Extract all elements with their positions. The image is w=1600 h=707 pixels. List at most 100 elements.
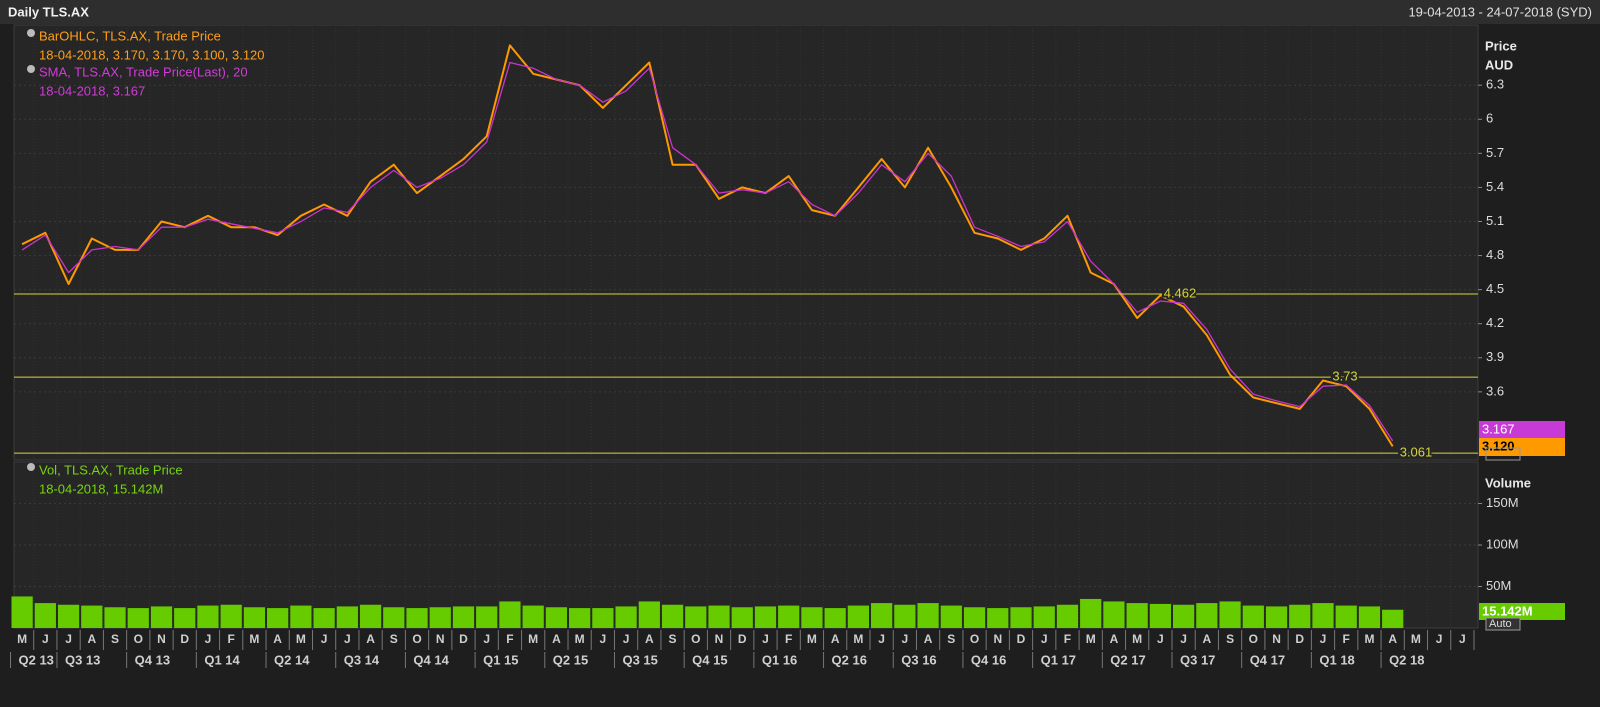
volume-bar [11,596,33,628]
volume-bar [522,605,544,628]
legend-sma-values: 18-04-2018, 3.167 [39,83,145,98]
quarter-label: Q2 14 [274,652,310,667]
x-tick-label: M [17,632,27,646]
legend-icon [27,463,35,471]
volume-bar [940,605,962,628]
y-tick-label: 5.4 [1486,179,1504,194]
x-tick-label: J [623,632,630,646]
x-tick-label: J [1320,632,1327,646]
y-tick-label: 6 [1486,111,1493,126]
price-pane [13,24,1479,461]
volume-bar [847,605,870,628]
volume-bar [1382,609,1404,628]
quarter-label: Q4 17 [1250,652,1285,667]
volume-bar [406,608,428,628]
x-tick-label: A [366,632,375,646]
x-tick-label: A [1203,632,1212,646]
x-tick-label: D [459,632,468,646]
volume-bar [685,606,707,628]
price-axis-title: Price [1485,38,1517,53]
x-tick-label: O [1249,632,1258,646]
volume-bar [1196,603,1218,628]
x-tick-label: N [715,632,724,646]
volume-bar [871,603,893,628]
volume-bar [1126,603,1148,628]
x-tick-label: A [831,632,840,646]
quarter-label: Q1 15 [483,652,518,667]
quarter-label: Q3 16 [901,652,936,667]
sma-badge [1479,421,1565,438]
x-tick-label: J [902,632,909,646]
volume-bar [1242,605,1264,628]
volume-bar [1358,606,1381,628]
volume-bar [313,608,335,628]
x-tick-label: O [412,632,421,646]
volume-bar [383,607,405,628]
date-range: 19-04-2013 - 24-07-2018 (SYD) [1408,4,1592,19]
volume-bar [963,607,986,628]
volume-bar [1033,606,1055,628]
x-tick-label: F [785,632,792,646]
volume-bar [661,604,684,628]
legend-ohlc-values: 18-04-2018, 3.170, 3.170, 3.100, 3.120 [39,47,265,62]
y2-tick-label: 100M [1486,536,1519,551]
quarter-label: Q2 17 [1110,652,1145,667]
x-tick-label: A [1388,632,1397,646]
y-tick-label: 3.9 [1486,349,1504,364]
x-tick-label: A [87,632,96,646]
volume-bar [592,608,614,628]
legend-vol-values: 18-04-2018, 15.142M [39,481,163,496]
y-tick-label: 3.6 [1486,383,1504,398]
x-tick-label: A [273,632,282,646]
x-tick-label: M [1086,632,1096,646]
quarter-label: Q2 18 [1389,652,1424,667]
grid [14,25,1478,628]
x-tick-label: M [853,632,863,646]
auto-box [1485,617,1521,631]
x-tick-label: N [1272,632,1281,646]
volume-bar [1080,598,1102,628]
x-tick-label: F [228,632,235,646]
volume-bar [220,604,242,628]
x-tick-label: J [42,632,49,646]
x-tick-label: J [344,632,351,646]
y-tick-label: 6.3 [1486,77,1504,92]
volume-bar [987,608,1009,628]
quarter-label: Q3 13 [65,652,100,667]
y2-tick-label: 50M [1486,578,1511,593]
volume-bar [917,603,939,628]
volume-bar [569,608,591,628]
sma-badge-label: 3.167 [1482,421,1515,436]
volume-badge-label: 15.142M [1482,603,1533,618]
volume-bar [150,606,173,628]
y2-tick-label: 150M [1486,495,1519,510]
x-tick-label: A [924,632,933,646]
volume-bar [290,605,312,628]
volume-bar [359,604,382,628]
horizontal-line-label: 3.73 [1332,369,1357,384]
y-tick-label: 4.2 [1486,315,1504,330]
quarter-label: Q4 16 [971,652,1006,667]
volume-bar [1219,601,1241,628]
x-tick-label: J [65,632,72,646]
volume-bar [1289,604,1311,628]
x-tick-label: N [436,632,445,646]
x-tick-label: S [947,632,955,646]
volume-bar [545,607,568,628]
x-tick-label: J [321,632,328,646]
price-axis-unit: AUD [1485,57,1513,72]
horizontal-line-label: 3.061 [1400,445,1433,460]
x-tick-label: M [249,632,259,646]
y-tick-label: 5.7 [1486,145,1504,160]
x-tick-label: M [807,632,817,646]
y-tick-label: 5.1 [1486,213,1504,228]
quarter-label: Q2 16 [832,652,867,667]
volume-bar [708,605,730,628]
volume-bar [824,608,846,628]
x-tick-label: J [483,632,490,646]
quarter-label: Q1 14 [204,652,240,667]
x-tick-label: M [1132,632,1142,646]
x-tick-label: N [157,632,166,646]
x-tick-label: M [1411,632,1421,646]
volume-bar [1312,603,1334,628]
